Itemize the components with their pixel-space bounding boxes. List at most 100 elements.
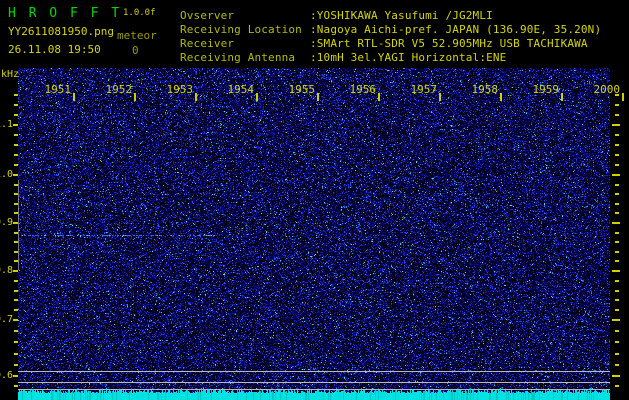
freq-major-tick-left — [13, 375, 18, 377]
freq-minor-tick-left — [14, 364, 18, 366]
time-tick — [500, 93, 502, 101]
spectrogram-canvas — [18, 68, 610, 400]
freq-major-tick-right — [612, 124, 620, 126]
freq-axis-label: 0.6 — [0, 370, 14, 381]
time-tick — [73, 93, 75, 101]
freq-minor-tick-left — [14, 154, 18, 156]
info-label: Receiver — [180, 37, 235, 50]
freq-major-tick-right — [612, 319, 620, 321]
time-tick — [561, 93, 563, 101]
freq-major-tick-right — [612, 222, 620, 224]
freq-minor-tick-left — [14, 341, 18, 343]
time-tick — [195, 93, 197, 101]
time-tick — [134, 93, 136, 101]
freq-minor-tick-left — [14, 212, 18, 214]
time-axis-label: 1955 — [288, 83, 316, 96]
time-tick — [317, 93, 319, 101]
freq-minor-tick-right — [615, 309, 619, 311]
freq-minor-tick-right — [615, 232, 619, 234]
info-label: Receiving Antenna — [180, 51, 296, 64]
info-row: Receiving Location:Nagoya Aichi-pref. JA… — [180, 23, 601, 37]
freq-major-tick-left — [13, 174, 18, 176]
freq-minor-tick-left — [14, 299, 18, 301]
time-tick — [439, 93, 441, 101]
info-row: Receiving Antenna :10mH 3el.YAGI Horizont… — [180, 51, 601, 65]
freq-major-tick-left — [13, 319, 18, 321]
freq-minor-tick-left — [14, 114, 18, 116]
freq-minor-tick-right — [615, 364, 619, 366]
freq-minor-tick-left — [14, 184, 18, 186]
freq-minor-tick-left — [14, 385, 18, 387]
freq-minor-tick-left — [14, 104, 18, 106]
time-axis-label: 1951 — [44, 83, 72, 96]
freq-minor-tick-left — [14, 290, 18, 292]
time-axis-label: 1953 — [166, 83, 194, 96]
time-axis-label: 1954 — [227, 83, 255, 96]
app-title: H R O F F T — [8, 6, 122, 21]
freq-minor-tick-right — [615, 203, 619, 205]
freq-minor-tick-right — [615, 385, 619, 387]
freq-minor-tick-right — [615, 134, 619, 136]
time-axis-label: 1959 — [532, 83, 560, 96]
app-version: 1.0.0f — [123, 8, 156, 18]
datetime-label: 26.11.08 19:50 — [8, 43, 101, 56]
freq-minor-tick-right — [615, 260, 619, 262]
freq-minor-tick-right — [615, 330, 619, 332]
freq-minor-tick-left — [14, 309, 18, 311]
info-label: Ovserver — [180, 9, 235, 22]
freq-minor-tick-left — [14, 232, 18, 234]
freq-minor-tick-left — [14, 353, 18, 355]
freq-minor-tick-right — [615, 241, 619, 243]
time-axis-label: 1958 — [471, 83, 499, 96]
freq-minor-tick-left — [14, 251, 18, 253]
freq-minor-tick-left — [14, 260, 18, 262]
freq-minor-tick-left — [14, 164, 18, 166]
freq-minor-tick-right — [615, 164, 619, 166]
freq-minor-tick-right — [615, 280, 619, 282]
freq-major-tick-left — [13, 124, 18, 126]
freq-major-tick-right — [612, 270, 620, 272]
freq-minor-tick-left — [14, 144, 18, 146]
freq-minor-tick-right — [615, 184, 619, 186]
freq-minor-tick-right — [615, 353, 619, 355]
freq-minor-tick-right — [615, 154, 619, 156]
time-axis-label: 2000 — [593, 83, 621, 96]
freq-minor-tick-right — [615, 212, 619, 214]
freq-axis-label: 1.1 — [0, 119, 14, 130]
meteor-count-label: meteor — [117, 29, 157, 42]
time-axis-label: 1956 — [349, 83, 377, 96]
freq-minor-tick-left — [14, 241, 18, 243]
freq-minor-tick-left — [14, 94, 18, 96]
freq-minor-tick-left — [14, 134, 18, 136]
freq-major-tick-right — [612, 375, 620, 377]
freq-minor-tick-right — [615, 104, 619, 106]
freq-minor-tick-right — [615, 299, 619, 301]
output-filename: YY2611081950.png — [8, 25, 114, 38]
freq-minor-tick-right — [615, 341, 619, 343]
info-value: :10mH 3el.YAGI Horizontal:ENE — [310, 51, 507, 64]
info-label: Receiving Location — [180, 23, 302, 36]
time-axis-label: 1957 — [410, 83, 438, 96]
freq-axis-label: 0.7 — [0, 314, 14, 325]
time-tick — [622, 93, 624, 101]
freq-major-tick-right — [612, 174, 620, 176]
meteor-count-value: 0 — [132, 44, 139, 57]
freq-minor-tick-right — [615, 94, 619, 96]
freq-minor-tick-right — [615, 193, 619, 195]
time-tick — [378, 93, 380, 101]
info-value: :SMArt RTL-SDR V5 52.905MHz USB TACHIKAW… — [310, 37, 588, 50]
freq-axis-label: 0.8 — [0, 265, 14, 276]
freq-major-tick-left — [13, 222, 18, 224]
info-value: :YOSHIKAWA Yasufumi /JG2MLI — [310, 9, 493, 22]
station-info-block: Ovserver:YOSHIKAWA Yasufumi /JG2MLI Recei… — [180, 9, 601, 65]
freq-axis-label: 0.9 — [0, 217, 14, 228]
freq-major-tick-left — [13, 270, 18, 272]
freq-minor-tick-right — [615, 114, 619, 116]
freq-minor-tick-left — [14, 203, 18, 205]
freq-minor-tick-right — [615, 144, 619, 146]
freq-unit-label: kHz — [1, 69, 20, 80]
freq-minor-tick-left — [14, 193, 18, 195]
info-row: Ovserver :YOSHIKAWA Yasufumi /JG2MLI — [180, 9, 601, 23]
freq-axis-label: 1.0 — [0, 169, 14, 180]
